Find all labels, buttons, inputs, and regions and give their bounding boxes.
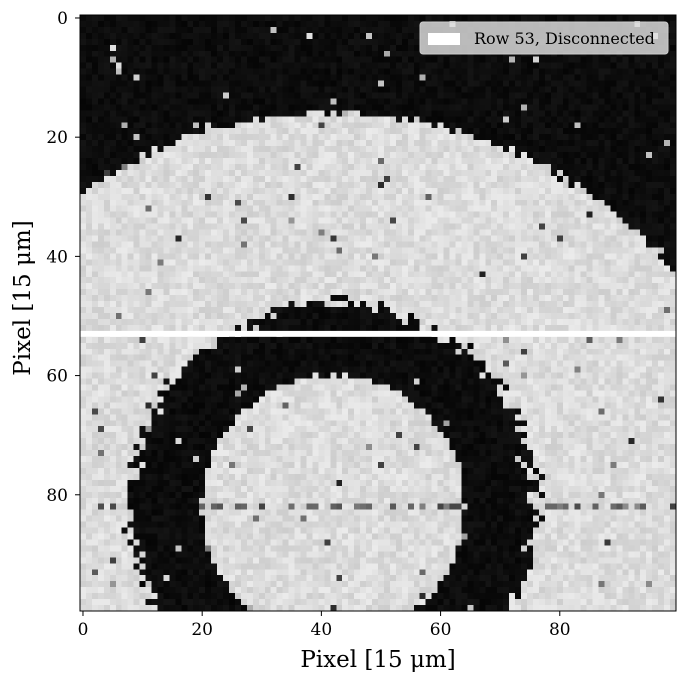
y-tick-label: 20	[46, 128, 68, 148]
y-tick-label: 60	[46, 367, 68, 387]
legend-box	[419, 21, 669, 55]
y-axis-label: Pixel [15 μm]	[10, 220, 36, 375]
y-tick-label: 80	[46, 486, 68, 506]
y-tick-label: 40	[46, 247, 68, 267]
plot-area	[79, 14, 677, 612]
y-tick-label: 0	[57, 9, 68, 29]
legend: Row 53, Disconnected	[419, 21, 669, 55]
x-tick-label: 80	[549, 620, 571, 640]
plot-frame	[79, 14, 677, 612]
x-tick-label: 60	[430, 620, 452, 640]
heatmap-image	[80, 15, 676, 611]
x-axis-ticks: 0 20 40 60 80	[78, 611, 571, 640]
legend-swatch	[428, 33, 460, 45]
x-axis-label: Pixel [15 μm]	[300, 647, 455, 673]
x-tick-label: 20	[191, 620, 213, 640]
highlight-row-line	[80, 330, 676, 337]
x-tick-label: 0	[78, 620, 89, 640]
y-axis-ticks: 0 20 40 60 80	[46, 9, 80, 506]
x-tick-label: 40	[311, 620, 333, 640]
legend-label: Row 53, Disconnected	[474, 29, 655, 48]
